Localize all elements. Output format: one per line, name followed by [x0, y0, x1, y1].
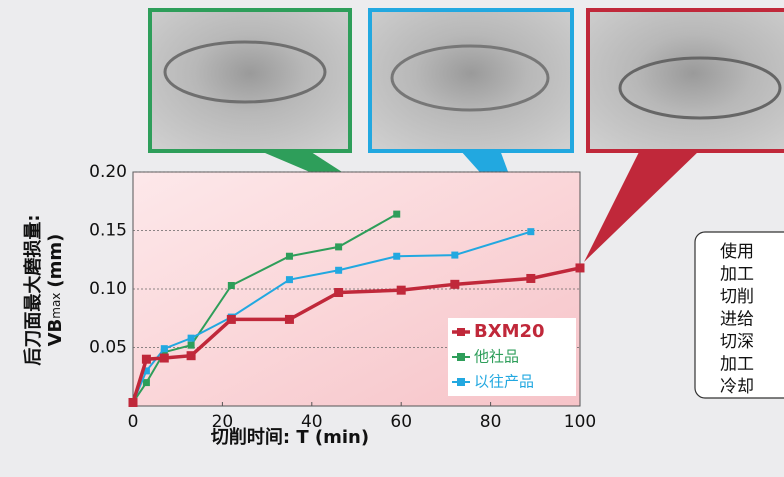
condition-line: 加工 [720, 355, 754, 375]
condition-line: 使用 [720, 241, 754, 262]
y-tick-label: 0.15 [89, 221, 127, 241]
condition-line: 切深 [720, 332, 754, 352]
condition-line: 进给 [720, 310, 754, 330]
x-tick-label: 80 [480, 412, 502, 432]
condition-line: 加工 [720, 265, 754, 285]
legend-label: 他社品 [474, 348, 519, 366]
marker [187, 351, 196, 360]
condition-line: 冷却 [720, 377, 754, 397]
x-tick-label: 60 [390, 412, 412, 432]
x-tick-label: 0 [128, 412, 139, 432]
legend-label: 以往产品 [474, 373, 534, 391]
marker [451, 252, 458, 259]
marker [188, 335, 195, 342]
condition-line: 切削 [720, 287, 754, 307]
marker [228, 282, 235, 289]
marker [188, 342, 195, 349]
marker [393, 211, 400, 218]
marker [397, 286, 406, 295]
marker [286, 253, 293, 260]
y-label-line1: 后刀面最大磨损量: [22, 214, 44, 365]
y-tick-label: 0.05 [89, 338, 127, 358]
x-axis-label: 切削时间: T (min) [211, 426, 369, 448]
x-tick-label: 100 [564, 412, 596, 432]
legend-marker [457, 353, 465, 361]
legend-marker [457, 328, 465, 336]
marker [393, 253, 400, 260]
marker [129, 398, 138, 407]
marker [161, 345, 168, 352]
y-label-main: VB [45, 319, 66, 347]
y-label-unit: (mm) [45, 234, 66, 288]
marker [286, 276, 293, 283]
marker [450, 280, 459, 289]
marker [142, 355, 151, 364]
marker [334, 288, 343, 297]
y-tick-label: 0.10 [89, 279, 127, 299]
marker [143, 379, 150, 386]
y-tick-label: 0.20 [89, 162, 127, 182]
marker [227, 315, 236, 324]
chart: 0.050.100.150.20020406080100BXM20他社品以往产品… [0, 0, 784, 477]
marker [576, 263, 585, 272]
marker [527, 228, 534, 235]
marker [526, 274, 535, 283]
y-label-sub: max [49, 293, 63, 319]
marker [160, 354, 169, 363]
marker [335, 243, 342, 250]
legend-label: BXM20 [474, 321, 545, 342]
marker [285, 315, 294, 324]
legend-marker [457, 378, 465, 386]
marker [335, 267, 342, 274]
